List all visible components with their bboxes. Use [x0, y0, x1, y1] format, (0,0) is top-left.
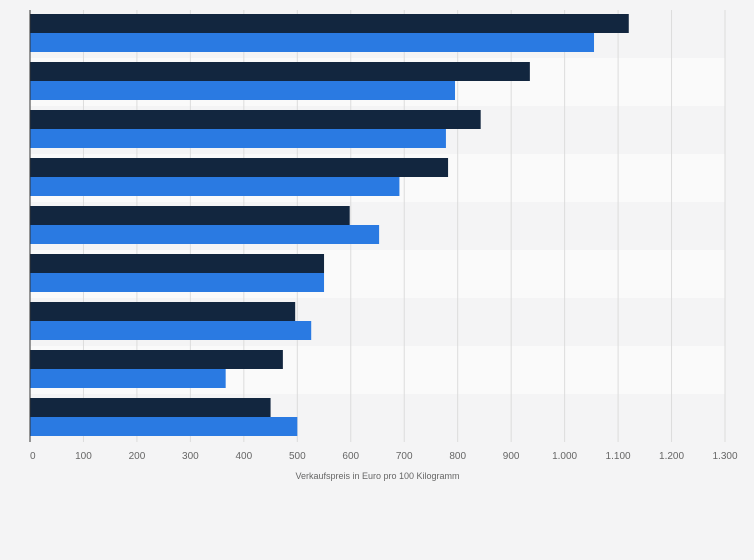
bar — [30, 321, 312, 340]
bar — [30, 33, 595, 52]
bar — [30, 62, 530, 81]
bar — [30, 129, 446, 148]
x-tick-label: 100 — [75, 451, 92, 462]
x-tick-label: 900 — [503, 451, 520, 462]
x-tick-label: 300 — [182, 451, 199, 462]
bars — [30, 14, 629, 436]
bar — [30, 177, 400, 196]
bar — [30, 369, 226, 388]
x-tick-label: 200 — [129, 451, 146, 462]
bar — [30, 225, 380, 244]
x-tick-label: 700 — [396, 451, 413, 462]
x-tick-label: 400 — [236, 451, 253, 462]
x-axis-ticks: 0 100 200 300 400 500 600 700 800 900 1.000 1.100 1.… — [30, 451, 738, 462]
bar — [30, 302, 296, 321]
x-tick-label: 1.200 — [659, 451, 684, 462]
x-tick-label: 600 — [342, 451, 359, 462]
bar — [30, 14, 629, 33]
bar — [30, 273, 325, 292]
x-tick-label: 500 — [289, 451, 306, 462]
bar — [30, 417, 298, 436]
x-tick-label: 0 — [30, 451, 36, 462]
bar — [30, 110, 481, 129]
x-tick-label: 1.100 — [606, 451, 631, 462]
bar — [30, 81, 456, 100]
bar — [30, 158, 449, 177]
x-tick-label: 1.300 — [712, 451, 737, 462]
x-axis-title: Verkaufspreis in Euro pro 100 Kilogramm — [295, 471, 459, 481]
x-tick-label: 1.000 — [552, 451, 577, 462]
bar — [30, 254, 325, 273]
bar — [30, 398, 271, 417]
bar — [30, 206, 350, 225]
x-tick-label: 800 — [449, 451, 466, 462]
bar — [30, 350, 283, 369]
